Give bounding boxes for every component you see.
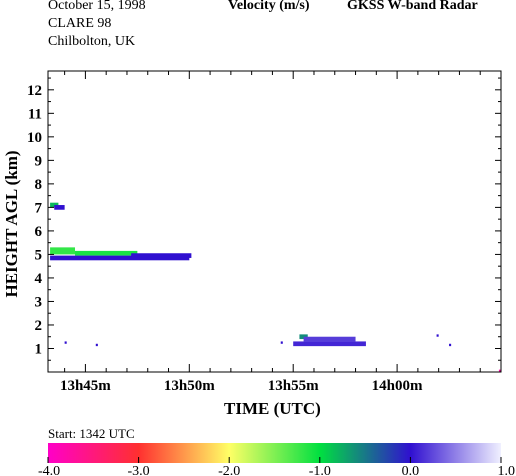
x-tick-label: 13h50m [164, 378, 215, 394]
y-tick-label: 3 [35, 294, 43, 310]
plot-frame [47, 70, 502, 373]
echo-layer [50, 202, 501, 372]
y-tick-label: 10 [27, 130, 42, 146]
x-axis-title: TIME (UTC) [224, 399, 321, 418]
echo-cell [54, 205, 65, 210]
echo-cell [75, 250, 138, 256]
instrument-title: GKSS W-band Radar [347, 0, 478, 13]
colorbar-tick-label: -1.0 [309, 464, 331, 476]
y-tick-label: 7 [35, 200, 43, 216]
y-tick-label: 2 [35, 318, 43, 334]
y-tick-label: 5 [35, 247, 43, 263]
colorbar-tick-label: -2.0 [218, 464, 240, 476]
y-tick-label: 1 [35, 341, 43, 357]
y-tick-label: 8 [35, 177, 43, 193]
colorbar-tick-label: 1.0 [498, 464, 516, 476]
echo-cell [498, 369, 501, 372]
quantity-title: Velocity (m/s) [228, 0, 310, 13]
colorbar-tick-label: -3.0 [128, 464, 150, 476]
echo-cell [95, 343, 98, 347]
echo-cell [436, 334, 439, 337]
colorbar [48, 443, 501, 463]
echo-cell [280, 341, 283, 344]
colorbar-tick-label: 0.0 [402, 464, 420, 476]
start-time-label: Start: 1342 UTC [48, 426, 135, 441]
location-label: Chilbolton, UK [48, 34, 136, 49]
echo-cell [303, 336, 356, 342]
y-tick-label: 12 [27, 83, 42, 99]
y-tick-label: 11 [28, 106, 42, 122]
x-tick-label: 13h45m [60, 378, 111, 394]
colorbar-ticks: -4.0 -3.0 -2.0 -1.0 0.0 1.0 [38, 457, 515, 476]
y-tick-label: 4 [35, 271, 43, 287]
x-tick-label: 13h55m [268, 378, 319, 394]
x-tick-label: 14h00m [372, 378, 423, 394]
echo-cell [293, 341, 366, 347]
y-tick-label: 9 [35, 153, 43, 169]
echo-cell [449, 343, 452, 347]
date-label: October 15, 1998 [48, 0, 146, 13]
y-tick-label: 6 [35, 224, 43, 240]
campaign-label: CLARE 98 [48, 16, 112, 31]
echo-cell [50, 247, 76, 255]
echo-cell [50, 255, 190, 261]
echo-cell [64, 341, 67, 344]
y-axis-title: HEIGHT AGL (km) [2, 150, 21, 298]
echo-cell [131, 253, 192, 258]
colorbar-tick-label: -4.0 [38, 464, 60, 476]
